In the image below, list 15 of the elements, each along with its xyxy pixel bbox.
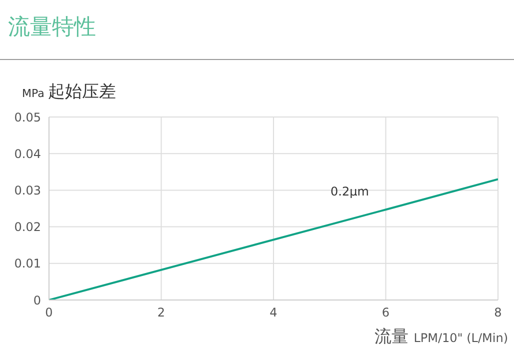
- x-tick-label: 8: [494, 306, 502, 320]
- y-tick-label: 0.02: [14, 220, 41, 234]
- x-tick-label: 6: [382, 306, 390, 320]
- chart-title: 流量特性: [8, 14, 96, 42]
- y-tick-label: 0.05: [14, 110, 41, 124]
- x-tick-label: 2: [157, 306, 166, 320]
- series-label: 0.2μm: [330, 184, 369, 199]
- y-tick-label: 0.04: [14, 146, 41, 161]
- y-axis-title: MPa 起始压差: [22, 82, 116, 102]
- y-tick-label: 0: [33, 293, 41, 308]
- x-tick-label: 0: [45, 306, 53, 320]
- x-axis-title: 流量 LPM/10" (L/Min): [374, 327, 508, 347]
- x-tick-label: 4: [270, 306, 278, 320]
- y-tick-label: 0.03: [14, 183, 41, 198]
- y-tick-label: 0.01: [14, 256, 41, 271]
